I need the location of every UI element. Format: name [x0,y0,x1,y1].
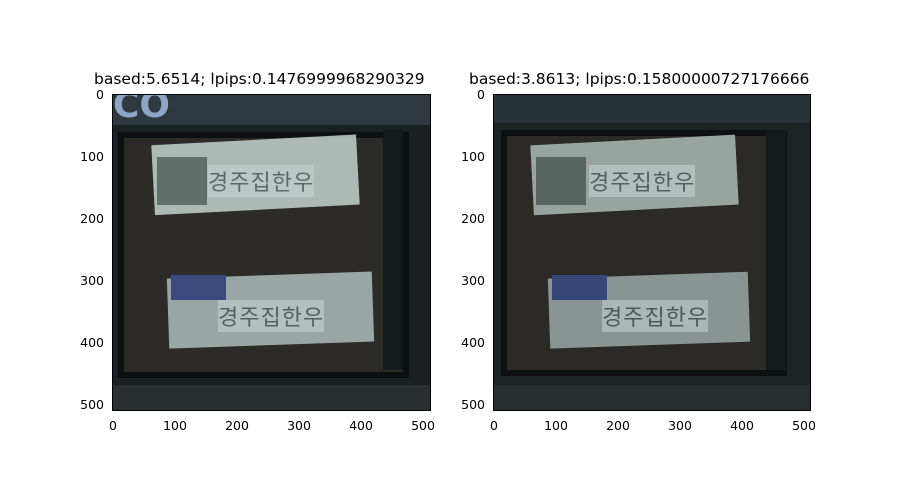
left-ytick: 200 [80,211,104,226]
left-ytick: 400 [80,335,104,350]
left-xtick: 100 [163,418,187,433]
left-photo-scene: CO [113,95,430,410]
right-panel-title: based:3.8613; lpips:0.15800000727176666 [469,70,810,88]
left-xtick: 400 [349,418,373,433]
right-xtick: 300 [668,418,692,433]
left-xtick: 0 [109,418,117,433]
left-xtick: 500 [411,418,435,433]
right-ytick: 500 [461,397,485,412]
right-ytick: 300 [461,273,485,288]
left-ytick: 0 [96,87,104,102]
right-ytick: 0 [477,87,485,102]
right-xtick: 0 [490,418,498,433]
right-xtick: 200 [606,418,630,433]
right-sign-top: 경주집한우 [589,165,696,197]
right-xtick: 400 [730,418,754,433]
right-photo: 경주집한우 경주집한우 [493,94,811,411]
right-xtick: 500 [792,418,816,433]
left-ytick: 500 [80,397,104,412]
left-ytick: 100 [80,149,104,164]
left-sign-top: 경주집한우 [208,165,315,197]
right-ytick: 400 [461,335,485,350]
left-sign-bottom: 경주집한우 [218,300,325,332]
right-sign-bottom: 경주집한우 [602,300,709,332]
left-xtick: 300 [287,418,311,433]
left-ytick: 300 [80,273,104,288]
right-ytick: 200 [461,211,485,226]
left-panel-title: based:5.6514; lpips:0.1476999968290329 [94,70,425,88]
svg-text:CO: CO [113,95,170,126]
left-photo: CO 경주집한우 경주집한우 [112,94,431,411]
right-ytick: 100 [461,149,485,164]
right-photo-scene [494,95,810,410]
right-xtick: 100 [544,418,568,433]
left-xtick: 200 [225,418,249,433]
